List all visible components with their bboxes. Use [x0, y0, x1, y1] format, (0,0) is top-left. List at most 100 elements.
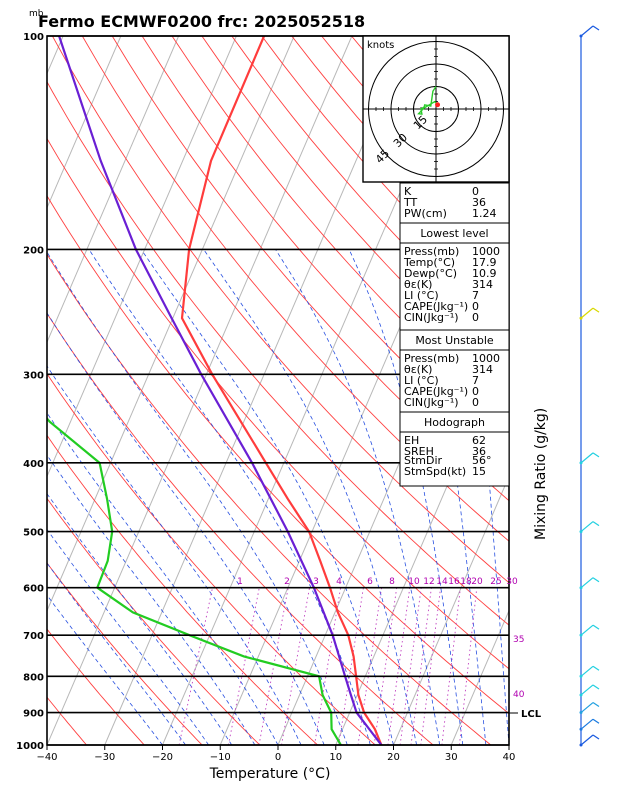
index-value: 1.24	[472, 207, 497, 220]
x-tick-label: −40	[36, 752, 57, 763]
mixing-ratio-value: 1	[237, 577, 243, 587]
dry-adiabat	[47, 373, 376, 745]
index-value: 36	[472, 445, 486, 458]
index-key: K	[404, 185, 412, 198]
hodograph-title: Hodograph	[424, 416, 485, 429]
isotherm	[0, 36, 5, 745]
mixing-ratio-line	[458, 587, 478, 745]
index-key: EH	[404, 434, 419, 447]
x-tick-label: −20	[152, 752, 173, 763]
mixing-ratio-line	[410, 587, 432, 745]
mixing-ratio-value: 2	[284, 577, 290, 587]
y-tick-label: 100	[23, 32, 44, 43]
index-key: CIN(Jkg⁻¹)	[404, 311, 459, 324]
theta-labels: 35 40	[513, 635, 525, 700]
wind-barb-flag	[592, 577, 600, 583]
index-value: 1000	[472, 245, 500, 258]
x-axis-label: Temperature (°C)	[209, 766, 331, 782]
y-tick-label: 400	[23, 459, 44, 470]
index-key: TT	[403, 196, 418, 209]
theta-label: 40	[513, 690, 525, 700]
moist-adiabat	[413, 249, 487, 745]
index-value: 7	[472, 289, 479, 302]
index-key: LI (°C)	[404, 374, 439, 387]
wind-barb-flag	[592, 718, 600, 724]
mixing-ratio-value: 12	[423, 577, 434, 587]
index-value: 314	[472, 278, 493, 291]
wind-barb	[580, 718, 594, 730]
isotherm	[47, 36, 295, 612]
mixing-ratio-line	[373, 587, 398, 745]
index-key: StmDir	[404, 454, 443, 467]
indices-box	[399, 182, 510, 224]
wind-barb	[580, 624, 594, 636]
theta-label: 35	[513, 635, 524, 645]
isotherm	[47, 36, 122, 210]
profile-parcel	[58, 36, 383, 745]
wind-barb	[580, 665, 594, 677]
y-tick-label: 300	[23, 370, 44, 381]
dry-adiabat	[47, 497, 261, 745]
x-tick-label: 10	[329, 752, 342, 763]
index-value: 0	[472, 396, 479, 409]
y-tick-labels: 100 200 300 400 500 600 700 800 900 1000	[16, 32, 44, 752]
mixing-ratio-value: 14	[436, 577, 448, 587]
mixing-ratio-value: 20	[471, 577, 483, 587]
wind-barb-point	[579, 727, 583, 731]
wind-barb-point	[579, 633, 583, 637]
index-value: 0	[472, 311, 479, 324]
dry-adiabat	[47, 80, 509, 626]
mixing-ratio-value: 4	[336, 577, 342, 587]
lcl-label: LCL	[521, 709, 542, 720]
index-value: 10.9	[472, 267, 497, 280]
index-key: PW(cm)	[404, 207, 447, 220]
mixing-ratio-value: 30	[506, 577, 518, 587]
index-key: Press(mb)	[404, 245, 459, 258]
lowest-level-title: Lowest level	[420, 227, 488, 240]
x-tick-label: 30	[445, 752, 458, 763]
wind-barb	[580, 702, 594, 714]
y-tick-label: 600	[23, 584, 44, 595]
mixing-ratio-value: 3	[313, 577, 319, 587]
most-unstable-title: Most Unstable	[415, 334, 494, 347]
moist-adiabat	[275, 249, 441, 745]
wind-barb-point	[579, 34, 583, 38]
index-value: 56°	[472, 454, 492, 467]
dry-adiabat	[47, 194, 509, 715]
mixing-ratio-value: 25	[490, 577, 501, 587]
mixing-ratio-value: 10	[408, 577, 420, 587]
wind-barb-flag	[592, 624, 600, 630]
dry-adiabat	[111, 36, 509, 502]
x-tick-label: 0	[275, 752, 281, 763]
wind-barb-flag	[592, 684, 600, 690]
index-key: CIN(Jkg⁻¹)	[404, 396, 459, 409]
moist-adiabat	[47, 412, 279, 745]
wind-barb	[580, 521, 594, 533]
wind-barb-flag	[592, 452, 600, 458]
moist-adiabat	[47, 365, 302, 745]
isotherm	[47, 36, 180, 344]
mixing-ratio-labels: 1 2 3 4 6 8 10 12 14 16 18 20 25 30	[237, 577, 518, 587]
isotherm	[393, 475, 509, 745]
isotherm	[508, 743, 509, 745]
hodograph-trace	[417, 86, 439, 115]
isotherm	[104, 36, 411, 745]
y-tick-label: 700	[23, 631, 44, 642]
index-key: StmSpd(kt)	[404, 465, 466, 478]
hodograph-start-dot	[435, 102, 441, 108]
index-key: CAPE(Jkg⁻¹)	[404, 385, 468, 398]
wind-barb-point	[579, 711, 583, 715]
moist-adiabat	[47, 251, 348, 745]
dry-adiabat	[52, 36, 509, 584]
profile-temperature	[180, 36, 383, 745]
index-value: 0	[472, 300, 479, 313]
index-key: SREH	[404, 445, 434, 458]
wind-barb-point	[579, 743, 583, 747]
y-tick-label: 200	[23, 245, 44, 256]
index-key: θε(K)	[404, 278, 432, 291]
indices-box	[399, 411, 510, 487]
profile-dewpoint	[47, 416, 342, 745]
wind-barb-flag	[592, 25, 600, 31]
index-key: Dewp(°C)	[404, 267, 457, 280]
